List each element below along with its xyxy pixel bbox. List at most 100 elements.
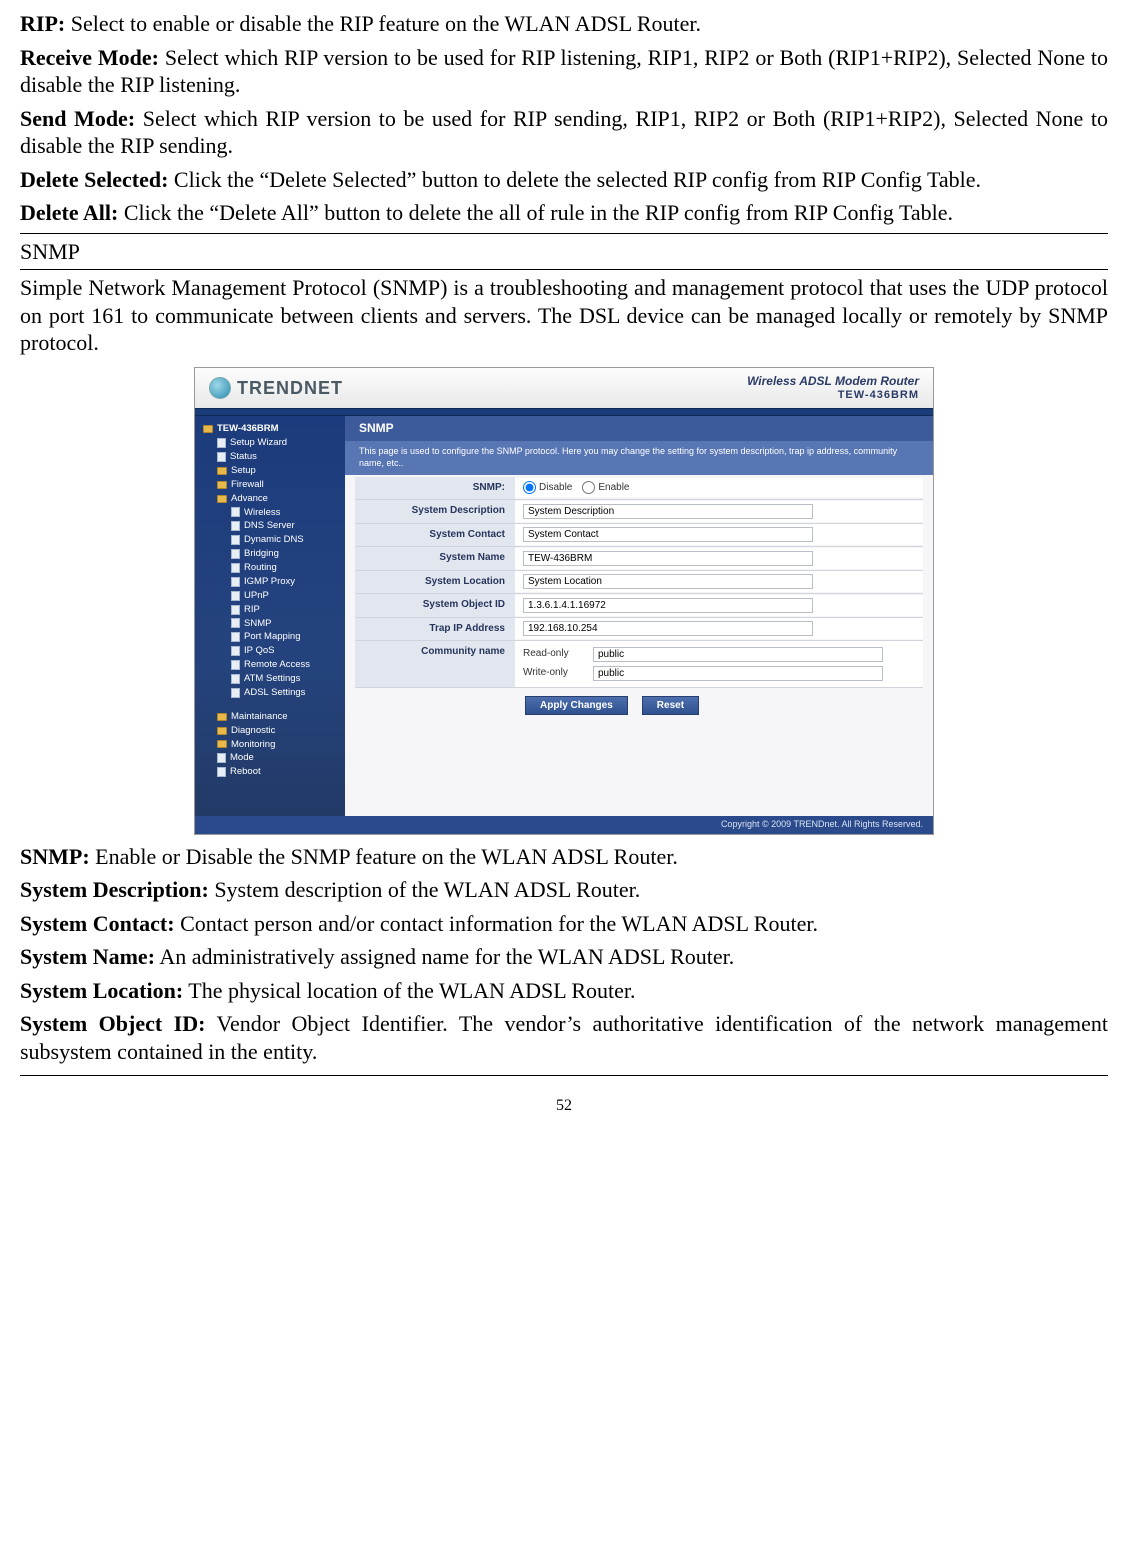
- sidebar-item-routing[interactable]: Routing: [199, 561, 341, 575]
- sidebar-item-bridging[interactable]: Bridging: [199, 547, 341, 561]
- def-rip-label: RIP:: [20, 11, 65, 36]
- def-send-mode-text: Select which RIP version to be used for …: [20, 106, 1108, 159]
- sidebar-item-wireless[interactable]: Wireless: [199, 506, 341, 520]
- folder-icon: [217, 727, 227, 735]
- page-icon: [231, 632, 240, 642]
- sidebar-item-upnp[interactable]: UPnP: [199, 589, 341, 603]
- footer-rule: [20, 1075, 1108, 1076]
- page-icon: [231, 646, 240, 656]
- def-delete-all-text: Click the “Delete All” button to delete …: [124, 200, 953, 225]
- snmp-form: SNMP: Disable Enable System Description …: [345, 475, 933, 730]
- sidebar-root[interactable]: TEW-436BRM: [199, 422, 341, 436]
- def-sys-contact: System Contact: Contact person and/or co…: [20, 910, 1108, 938]
- input-sys-contact[interactable]: [523, 527, 813, 542]
- radio-disable[interactable]: Disable: [523, 481, 572, 494]
- page-number: 52: [20, 1096, 1108, 1116]
- row-sys-location: System Location: [355, 571, 923, 595]
- input-sys-desc[interactable]: [523, 504, 813, 519]
- sidebar-item-remote-access[interactable]: Remote Access: [199, 658, 341, 672]
- sidebar: TEW-436BRM Setup Wizard Status Setup Fir…: [195, 416, 345, 816]
- community-writeonly: Write-only: [523, 666, 883, 681]
- page-icon: [231, 674, 240, 684]
- label-sys-location: System Location: [355, 571, 515, 594]
- sidebar-item-monitoring[interactable]: Monitoring: [199, 738, 341, 752]
- label-sys-oid: System Object ID: [355, 594, 515, 617]
- label-sys-name: System Name: [355, 547, 515, 570]
- sidebar-item-reboot[interactable]: Reboot: [199, 765, 341, 779]
- input-trap-ip[interactable]: [523, 621, 813, 636]
- sidebar-item-dns-server[interactable]: DNS Server: [199, 519, 341, 533]
- sidebar-item-rip[interactable]: RIP: [199, 603, 341, 617]
- brand-globe-icon: [209, 377, 231, 399]
- def-sys-oid: System Object ID: Vendor Object Identifi…: [20, 1010, 1108, 1065]
- row-community: Community name Read-only Write-only: [355, 641, 923, 688]
- page-icon: [231, 605, 240, 615]
- header-product-line2: TEW-436BRM: [747, 389, 919, 403]
- def-sys-contact-text: Contact person and/or contact informatio…: [180, 911, 818, 936]
- folder-icon: [217, 467, 227, 475]
- radio-enable[interactable]: Enable: [582, 481, 629, 494]
- sidebar-item-atm-settings[interactable]: ATM Settings: [199, 672, 341, 686]
- ui-footer: Copyright © 2009 TRENDnet. All Rights Re…: [195, 816, 933, 833]
- label-writeonly: Write-only: [523, 667, 583, 680]
- def-sys-name: System Name: An administratively assigne…: [20, 943, 1108, 971]
- sidebar-item-igmp-proxy[interactable]: IGMP Proxy: [199, 575, 341, 589]
- page-icon: [217, 753, 226, 763]
- label-community: Community name: [355, 641, 515, 687]
- def-send-mode-label: Send Mode:: [20, 106, 135, 131]
- sidebar-item-status[interactable]: Status: [199, 450, 341, 464]
- panel-desc: This page is used to configure the SNMP …: [345, 441, 933, 474]
- def-sys-desc: System Description: System description o…: [20, 876, 1108, 904]
- input-readonly[interactable]: [593, 647, 883, 662]
- sidebar-item-diagnostic[interactable]: Diagnostic: [199, 724, 341, 738]
- page-icon: [231, 563, 240, 573]
- brand-text: TRENDNET: [237, 377, 343, 400]
- divider: [20, 233, 1108, 234]
- def-rip-text: Select to enable or disable the RIP feat…: [71, 11, 701, 36]
- page-icon: [231, 618, 240, 628]
- def-delete-all-label: Delete All:: [20, 200, 118, 225]
- input-sys-location[interactable]: [523, 574, 813, 589]
- page-icon: [231, 591, 240, 601]
- row-snmp: SNMP: Disable Enable: [355, 477, 923, 501]
- def-snmp: SNMP: Enable or Disable the SNMP feature…: [20, 843, 1108, 871]
- snmp-intro: Simple Network Management Protocol (SNMP…: [20, 274, 1108, 357]
- sidebar-item-adsl-settings[interactable]: ADSL Settings: [199, 686, 341, 700]
- label-sys-desc: System Description: [355, 500, 515, 523]
- folder-icon: [217, 740, 227, 748]
- def-send-mode: Send Mode: Select which RIP version to b…: [20, 105, 1108, 160]
- sidebar-item-dynamic-dns[interactable]: Dynamic DNS: [199, 533, 341, 547]
- sidebar-item-mode[interactable]: Mode: [199, 751, 341, 765]
- def-sys-location-label: System Location:: [20, 978, 183, 1003]
- def-rip: RIP: Select to enable or disable the RIP…: [20, 10, 1108, 38]
- ui-main: TEW-436BRM Setup Wizard Status Setup Fir…: [195, 416, 933, 816]
- row-sys-desc: System Description: [355, 500, 923, 524]
- row-sys-contact: System Contact: [355, 524, 923, 548]
- def-snmp-label: SNMP:: [20, 844, 90, 869]
- def-delete-selected-label: Delete Selected:: [20, 167, 168, 192]
- screenshot-container: TRENDNET Wireless ADSL Modem Router TEW-…: [20, 367, 1108, 835]
- sidebar-item-setup[interactable]: Setup: [199, 464, 341, 478]
- input-sys-oid[interactable]: [523, 598, 813, 613]
- sidebar-item-snmp[interactable]: SNMP: [199, 617, 341, 631]
- page-icon: [231, 535, 240, 545]
- sidebar-item-port-mapping[interactable]: Port Mapping: [199, 630, 341, 644]
- sidebar-item-setup-wizard[interactable]: Setup Wizard: [199, 436, 341, 450]
- reset-button[interactable]: Reset: [642, 696, 699, 715]
- def-sys-contact-label: System Contact:: [20, 911, 175, 936]
- input-writeonly[interactable]: [593, 666, 883, 681]
- input-sys-name[interactable]: [523, 551, 813, 566]
- sidebar-item-firewall[interactable]: Firewall: [199, 478, 341, 492]
- def-sys-name-text: An administratively assigned name for th…: [159, 944, 734, 969]
- page-icon: [231, 660, 240, 670]
- apply-changes-button[interactable]: Apply Changes: [525, 696, 628, 715]
- page-icon: [231, 549, 240, 559]
- def-sys-location: System Location: The physical location o…: [20, 977, 1108, 1005]
- sidebar-item-advance[interactable]: Advance: [199, 492, 341, 506]
- label-trap-ip: Trap IP Address: [355, 618, 515, 641]
- sidebar-item-maintainance[interactable]: Maintainance: [199, 710, 341, 724]
- folder-icon: [217, 481, 227, 489]
- def-sys-location-text: The physical location of the WLAN ADSL R…: [188, 978, 635, 1003]
- def-receive-mode-label: Receive Mode:: [20, 45, 159, 70]
- sidebar-item-ip-qos[interactable]: IP QoS: [199, 644, 341, 658]
